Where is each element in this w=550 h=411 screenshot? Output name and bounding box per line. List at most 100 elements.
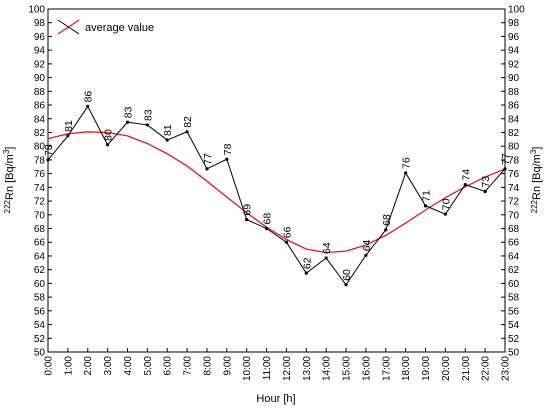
- x-tick-label: 22:00: [481, 356, 492, 381]
- data-label: 78: [222, 143, 234, 155]
- x-tick-label: 6:00: [163, 356, 174, 376]
- x-tick-label: 3:00: [103, 356, 114, 376]
- data-label: 66: [281, 226, 293, 238]
- legend-marker-swatch: [57, 19, 80, 35]
- x-tick-label: 11:00: [262, 356, 273, 381]
- ylabel-element-right: Rn [Bq/m: [531, 154, 543, 200]
- data-point: [86, 104, 90, 109]
- data-point: [404, 171, 408, 175]
- y-tick-label-right: 68: [508, 224, 520, 235]
- data-label: 69: [242, 204, 254, 216]
- data-label: 64: [361, 239, 373, 251]
- data-label: 77: [500, 153, 512, 165]
- y-tick-label-right: 56: [508, 306, 520, 317]
- y-tick-label-left: 94: [34, 46, 46, 57]
- y-tick-label-right: 100: [508, 5, 525, 16]
- x-tick-label: 10:00: [242, 356, 253, 381]
- data-point: [364, 253, 368, 257]
- data-label: 76: [401, 157, 413, 169]
- x-tick-label: 21:00: [461, 356, 472, 381]
- plot-frame: [47, 8, 506, 353]
- x-tick-label: 23:00: [501, 356, 512, 381]
- y-tick-label-right: 64: [508, 251, 520, 262]
- y-tick-label-right: 52: [508, 334, 520, 345]
- y-tick-label-left: 98: [34, 18, 46, 29]
- legend-label: average value: [85, 22, 154, 34]
- data-point: [344, 283, 348, 287]
- ylabel-close-right: ]: [531, 147, 543, 150]
- y-tick-label-left: 70: [34, 210, 46, 221]
- x-tick-label: 16:00: [361, 356, 372, 381]
- data-label: 62: [301, 257, 313, 269]
- data-point: [503, 167, 507, 171]
- y-tick-label-left: 96: [34, 32, 46, 43]
- data-point: [384, 228, 388, 232]
- y-tick-label-left: 74: [34, 183, 46, 194]
- y-tick-label-left: 62: [34, 265, 46, 276]
- y-tick-label-left: 80: [34, 142, 46, 153]
- data-point: [423, 204, 428, 208]
- data-label: 78: [43, 144, 55, 156]
- x-axis-title: Hour [h]: [256, 393, 295, 405]
- y-tick-label-right: 92: [508, 59, 520, 70]
- y-tick-label-left: 64: [34, 251, 46, 262]
- ylabel-exp-left: 3: [2, 149, 11, 154]
- data-point: [304, 271, 308, 275]
- y-tick-label-left: 76: [34, 169, 46, 180]
- y-tick-label-right: 76: [508, 169, 520, 180]
- data-label: 81: [162, 124, 174, 136]
- data-label: 86: [83, 91, 95, 103]
- data-label: 73: [480, 176, 492, 188]
- x-tick-label: 1:00: [63, 356, 74, 376]
- data-label: 60: [341, 269, 353, 281]
- y-tick-label-left: 68: [34, 224, 46, 235]
- data-point: [245, 218, 249, 222]
- y-tick-label-right: 60: [508, 279, 520, 290]
- y-tick-label-left: 88: [34, 87, 46, 98]
- y-tick-label-left: 92: [34, 59, 46, 70]
- y-tick-label-left: 58: [34, 293, 46, 304]
- x-tick-label: 19:00: [421, 356, 432, 381]
- x-tick-label: 8:00: [202, 356, 213, 376]
- left-axis: 5052545658606264666870727476788082848688…: [28, 5, 52, 359]
- y-tick-label-right: 96: [508, 32, 520, 43]
- x-tick-label: 14:00: [322, 356, 333, 381]
- y-tick-label-left: 84: [34, 114, 46, 125]
- data-point: [463, 183, 467, 187]
- data-point: [264, 226, 269, 231]
- average-value-line: [47, 131, 506, 254]
- y-tick-label-left: 72: [34, 197, 46, 208]
- y-tick-label-left: 54: [34, 320, 46, 331]
- x-tick-label: 9:00: [222, 356, 233, 376]
- data-series: [46, 104, 507, 287]
- ylabel-exp-right: 3: [529, 149, 538, 154]
- y-tick-label-right: 70: [508, 210, 520, 221]
- y-tick-label-left: 60: [34, 279, 46, 290]
- x-tick-label: 0:00: [44, 356, 55, 376]
- x-tick-label: 20:00: [441, 356, 452, 381]
- y-tick-label-left: 100: [28, 5, 45, 16]
- y-tick-label-left: 82: [34, 128, 46, 139]
- y-axis-title-left: 222Rn [Bq/m3]: [2, 147, 16, 214]
- y-tick-label-right: 74: [508, 183, 520, 194]
- data-label: 68: [262, 213, 274, 225]
- data-point: [443, 212, 447, 216]
- average-value-curve: [47, 131, 506, 254]
- data-labels: 78 81 86 80 83 83 81 82 77 78 69 68 66 62 64 60 64 68 76 71…: [43, 91, 512, 281]
- y-tick-label-left: 86: [34, 101, 46, 112]
- data-point: [145, 123, 149, 127]
- y-tick-label-right: 62: [508, 265, 520, 276]
- x-tick-label: 18:00: [401, 356, 412, 381]
- ylabel-isotope-right: 222: [530, 199, 539, 213]
- data-label: 70: [440, 198, 452, 210]
- data-label: 80: [103, 129, 115, 141]
- y-tick-label-right: 50: [508, 348, 520, 359]
- x-tick-label: 17:00: [381, 356, 392, 381]
- data-label: 77: [202, 153, 214, 165]
- data-label: 68: [381, 214, 393, 226]
- y-tick-label-right: 94: [508, 46, 520, 57]
- data-point: [205, 167, 209, 171]
- legend: average value: [57, 19, 154, 35]
- data-point: [225, 157, 229, 161]
